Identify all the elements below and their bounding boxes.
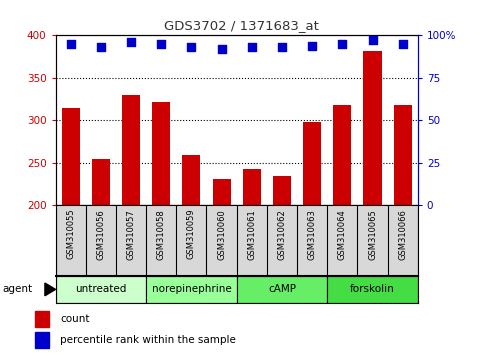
Text: GSM310057: GSM310057 [127,209,136,259]
Point [278,45,286,50]
Bar [364,51,382,205]
Text: GSM310063: GSM310063 [308,209,317,260]
Text: GSM310060: GSM310060 [217,209,226,259]
Point [339,41,346,47]
Bar [146,276,237,303]
Bar [273,176,291,205]
Text: GSM310062: GSM310062 [277,209,286,259]
Point [97,45,105,50]
Text: GSM310065: GSM310065 [368,209,377,259]
Text: norepinephrine: norepinephrine [152,284,231,295]
Bar [35,332,49,348]
Point [308,43,316,48]
Bar [303,122,321,205]
Bar [183,155,200,205]
Bar [394,105,412,205]
Point [67,41,74,47]
Bar [122,95,140,205]
Text: untreated: untreated [75,284,127,295]
Point [127,39,135,45]
Bar [152,102,170,205]
Point [187,45,195,50]
Point [157,41,165,47]
Point [248,45,256,50]
Text: forskolin: forskolin [350,284,395,295]
Text: GSM310056: GSM310056 [96,209,105,259]
Bar [327,276,418,303]
Text: GSM310058: GSM310058 [156,209,166,259]
Point [369,38,376,43]
Text: GSM310061: GSM310061 [247,209,256,259]
Bar [242,169,261,205]
Bar [92,159,110,205]
Text: GSM310059: GSM310059 [187,209,196,259]
Bar [35,311,49,327]
Point [399,41,407,47]
Text: GSM310066: GSM310066 [398,209,407,260]
Point [218,46,226,52]
Text: count: count [60,314,90,324]
Text: percentile rank within the sample: percentile rank within the sample [60,335,236,345]
Bar [333,105,352,205]
Text: GSM310055: GSM310055 [66,209,75,259]
Bar [237,276,327,303]
Bar [62,108,80,205]
Bar [56,276,146,303]
Bar [213,179,231,205]
Text: GSM310064: GSM310064 [338,209,347,259]
Text: cAMP: cAMP [268,284,296,295]
Text: agent: agent [2,284,32,295]
Text: GDS3702 / 1371683_at: GDS3702 / 1371683_at [164,19,319,33]
